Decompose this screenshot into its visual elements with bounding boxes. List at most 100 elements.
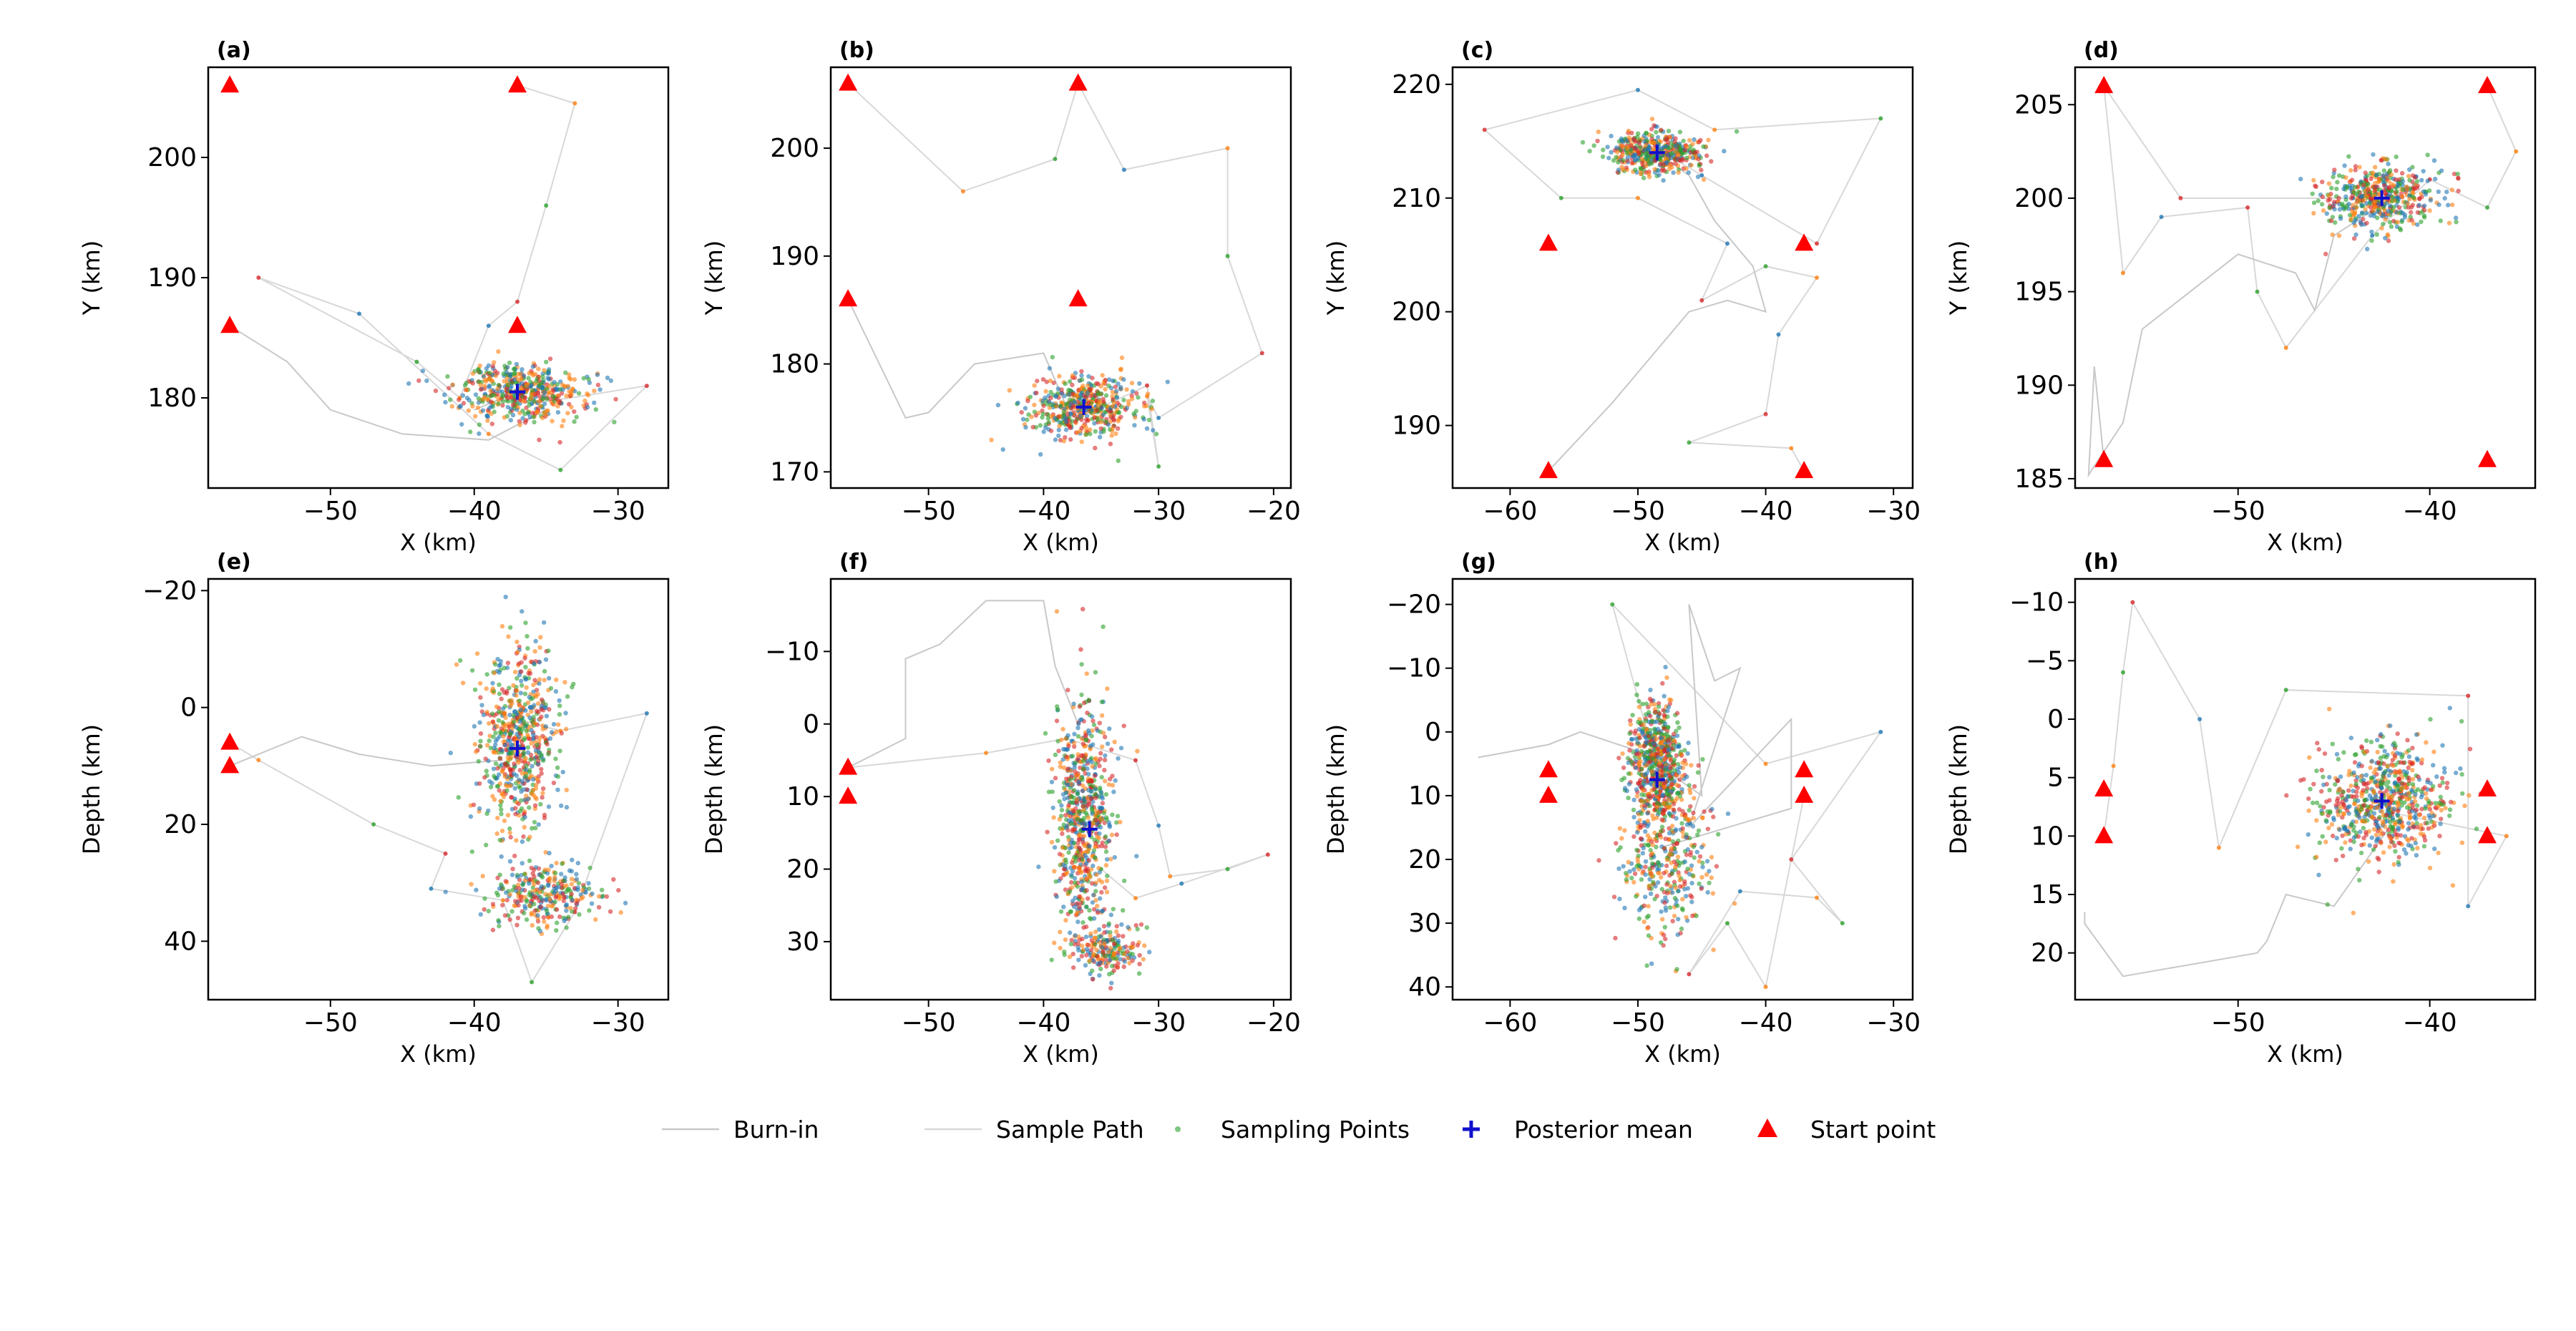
sampling-point	[561, 898, 566, 904]
sampling-point	[519, 806, 525, 811]
sampling-point	[1088, 931, 1093, 936]
sampling-point	[1621, 765, 1626, 771]
sampling-point	[2346, 154, 2351, 159]
sampling-point	[1626, 128, 1631, 134]
sampling-point	[1671, 731, 1677, 736]
sampling-point	[1098, 426, 1103, 432]
x-tick-label: −20	[1246, 497, 1301, 526]
sampling-point	[1038, 452, 1043, 457]
sampling-point	[587, 865, 592, 871]
start-point-marker	[2094, 76, 2114, 94]
start-point-marker	[1538, 233, 1558, 251]
sampling-point	[1676, 917, 1681, 922]
sampling-point	[1080, 741, 1086, 746]
sampling-point	[1053, 776, 1058, 781]
sampling-point	[529, 396, 534, 401]
sampling-point	[1674, 782, 1679, 788]
sampling-point	[1658, 789, 1663, 794]
sampling-point	[545, 396, 550, 401]
sampling-point	[2343, 194, 2348, 199]
sampling-point	[1116, 458, 1121, 463]
sampling-point	[1656, 704, 1662, 709]
sampling-point	[1113, 384, 1118, 389]
sampling-point	[560, 861, 565, 867]
sampling-point	[547, 851, 552, 856]
sampling-point	[1075, 816, 1080, 822]
sampling-point	[1634, 794, 1640, 799]
path-sample-point	[1635, 195, 1640, 200]
sampling-point	[1098, 966, 1103, 972]
sampling-point	[543, 657, 549, 662]
sampling-point	[1111, 400, 1117, 406]
sampling-point	[1085, 796, 1091, 801]
sampling-point	[509, 909, 514, 914]
sampling-point	[590, 891, 595, 897]
sampling-point	[581, 376, 586, 381]
sampling-point	[2386, 238, 2391, 243]
sampling-point	[513, 899, 518, 904]
sampling-point	[1093, 930, 1098, 935]
sampling-point	[2349, 177, 2355, 182]
sampling-point	[518, 371, 523, 376]
sampling-point	[470, 404, 475, 409]
sampling-point	[497, 837, 502, 843]
sampling-point	[1106, 782, 1112, 787]
sampling-point	[2376, 209, 2381, 215]
sampling-point	[557, 698, 562, 703]
sampling-point	[2351, 236, 2357, 241]
sampling-point	[548, 686, 554, 691]
sampling-point	[2391, 218, 2396, 223]
sampling-point	[482, 384, 487, 389]
y-tick-label: 200	[770, 134, 819, 163]
sampling-point	[1100, 744, 1105, 749]
sampling-point	[1072, 399, 1078, 404]
sampling-point	[1628, 718, 1633, 723]
sampling-point	[1661, 177, 1666, 183]
sampling-point	[1657, 172, 1662, 177]
sampling-point	[1092, 773, 1098, 779]
sampling-point	[478, 387, 484, 392]
sampling-point	[1102, 885, 1108, 890]
sampling-point	[2422, 203, 2427, 208]
sampling-point	[1048, 396, 1053, 401]
sampling-point	[1126, 402, 1131, 407]
start-point-marker	[839, 73, 858, 91]
sampling-point	[2400, 179, 2406, 184]
sampling-point	[1118, 414, 1123, 419]
sampling-point	[1099, 713, 1105, 718]
y-tick-label: 0	[803, 710, 819, 739]
sampling-point	[512, 669, 518, 675]
sampling-point	[1093, 880, 1098, 885]
sampling-point	[514, 639, 519, 645]
sampling-point	[538, 404, 543, 409]
sampling-point	[500, 886, 506, 891]
sampling-point	[1105, 686, 1110, 691]
y-axis-label: Y (km)	[1322, 240, 1350, 316]
sampling-point	[1099, 406, 1105, 411]
sampling-point	[1644, 150, 1649, 155]
sampling-point	[1080, 920, 1085, 925]
sampling-point	[1079, 943, 1085, 948]
axes-frame	[829, 66, 1292, 489]
sampling-point	[1100, 840, 1105, 845]
sampling-point	[1071, 965, 1076, 970]
sampling-point	[1624, 165, 1629, 170]
sampling-point	[481, 712, 487, 718]
sampling-point	[500, 720, 505, 725]
sampling-point	[1080, 753, 1085, 758]
sampling-point	[489, 393, 494, 398]
sampling-point	[2348, 167, 2353, 173]
sampling-point	[1075, 920, 1080, 925]
sampling-point	[492, 671, 497, 676]
sampling-point	[2371, 200, 2376, 206]
sampling-point	[509, 872, 515, 877]
sampling-point	[1664, 144, 1669, 149]
sampling-point	[484, 709, 489, 715]
sampling-point	[472, 723, 477, 729]
sampling-point	[1051, 815, 1056, 820]
sampling-point	[460, 681, 466, 686]
sampling-point	[530, 388, 535, 393]
sampling-point	[1096, 392, 1101, 397]
path-sample-point	[1482, 127, 1487, 132]
sampling-point	[1019, 410, 1024, 415]
